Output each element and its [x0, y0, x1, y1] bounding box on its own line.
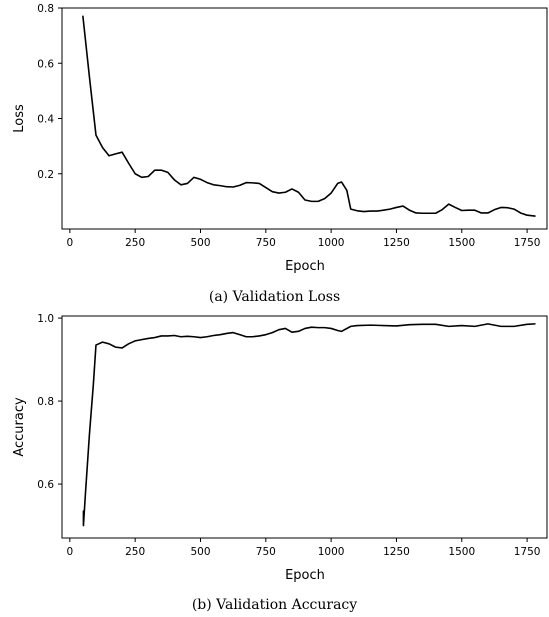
- loss-x-tick-label: 1000: [318, 237, 345, 249]
- loss-y-tick-label: 0.4: [37, 114, 54, 126]
- accuracy-axes-frame: [61, 315, 548, 539]
- loss-chart: 0 250 500 750 1000 1250 1500 1750 0.2 0.4 0.6 0.8 Ep…: [12, 3, 548, 274]
- accuracy-y-tick-label: 1.0: [37, 313, 54, 325]
- loss-series-line: [82, 15, 536, 217]
- accuracy-x-tick-label: 1250: [383, 546, 410, 558]
- accuracy-caption: (b) Validation Accuracy: [191, 597, 358, 613]
- loss-x-tick-label: 1500: [448, 237, 475, 249]
- loss-x-tick-label: 250: [125, 237, 145, 249]
- accuracy-x-tick-label: 750: [256, 546, 276, 558]
- accuracy-y-axis-title: Accuracy: [12, 397, 27, 457]
- loss-x-tick-label: 1250: [383, 237, 410, 249]
- accuracy-x-tick-label: 250: [125, 546, 145, 558]
- accuracy-x-axis-title: Epoch: [285, 568, 325, 583]
- loss-figure: 0 250 500 750 1000 1250 1500 1750 0.2 0.4 0.6 0.8 Ep…: [0, 0, 549, 283]
- loss-x-axis-title: Epoch: [285, 259, 325, 274]
- loss-x-tick-label: 500: [190, 237, 210, 249]
- loss-y-tick-label: 0.6: [37, 58, 54, 70]
- accuracy-x-tick-label: 1750: [514, 546, 541, 558]
- accuracy-x-tick-label: 500: [190, 546, 210, 558]
- accuracy-figure: 0 250 500 750 1000 1250 1500 1750 0.6 0.8 1.0 Epoch…: [0, 308, 549, 591]
- accuracy-x-tick-label: 0: [66, 546, 73, 558]
- loss-y-tick-label: 0.2: [37, 169, 54, 181]
- accuracy-y-tick-label: 0.6: [37, 479, 54, 491]
- loss-x-tick-label: 1750: [514, 237, 541, 249]
- accuracy-series-line: [82, 323, 536, 527]
- loss-axes-frame: [61, 7, 548, 230]
- loss-y-tick-label: 0.8: [37, 3, 54, 15]
- loss-caption: (a) Validation Loss: [208, 289, 341, 305]
- accuracy-chart: 0 250 500 750 1000 1250 1500 1750 0.6 0.8 1.0 Epoch…: [12, 313, 548, 583]
- loss-x-tick-label: 750: [256, 237, 276, 249]
- loss-x-tick-label: 0: [66, 237, 73, 249]
- accuracy-x-tick-label: 1000: [318, 546, 345, 558]
- loss-y-axis-title: Loss: [12, 104, 27, 133]
- accuracy-y-tick-label: 0.8: [37, 396, 54, 408]
- accuracy-x-tick-label: 1500: [448, 546, 475, 558]
